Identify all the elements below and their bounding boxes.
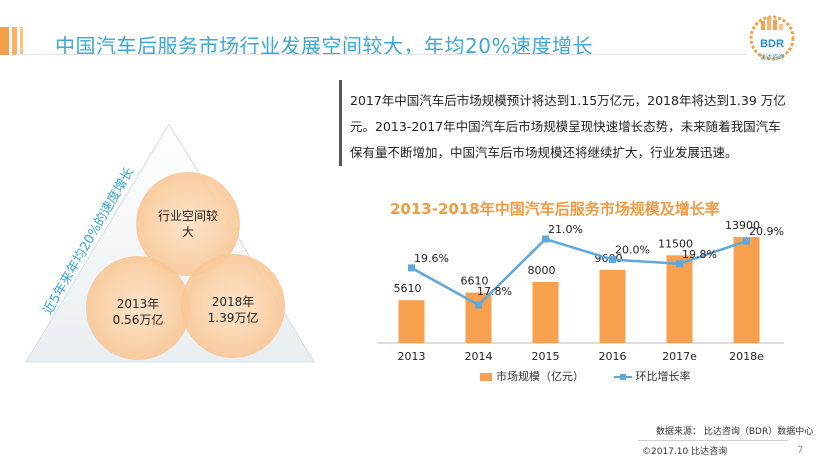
circle-label: 1.39万亿 (208, 310, 259, 325)
bar-value-label: 5610 (394, 282, 422, 295)
growth-rate-label: 19.6% (414, 252, 449, 265)
title-divider (16, 54, 746, 55)
title-accent-bar (20, 27, 23, 55)
chart-legend: 市场规模（亿元） 环比增长率 (480, 368, 717, 384)
growth-rate-label: 20.9% (749, 225, 784, 238)
title-bar: 中国汽车后服务市场行业发展空间较大，年均20%速度增长 (0, 12, 819, 58)
title-accent-bar (0, 27, 9, 55)
growth-rate-point (475, 301, 482, 309)
bar-value-label: 6610 (461, 275, 489, 288)
bar (733, 237, 760, 343)
legend-bar-swatch (480, 373, 492, 381)
title-accent-bar (12, 27, 17, 55)
circle-label: 0.56万亿 (113, 312, 164, 327)
bar-value-label: 13900 (725, 219, 760, 232)
circle-2018 (181, 254, 285, 358)
x-tick-label: 2013 (398, 350, 426, 363)
growth-rate-point (408, 264, 415, 272)
bar-value-label: 11500 (658, 237, 693, 250)
page-number: 7 (797, 445, 804, 456)
logo-subtext: 比达咨询 (759, 54, 784, 61)
market-size-chart: 5610201366102014800020159600201611500201… (378, 219, 784, 363)
description-accent (339, 80, 342, 166)
growth-rate-point (676, 260, 683, 268)
copyright: ©2017.10 比达咨询 (642, 447, 728, 457)
growth-rate-label: 21.0% (548, 223, 583, 236)
bar (532, 281, 559, 343)
bar (666, 255, 693, 343)
growth-rate-point (542, 235, 549, 243)
growth-rate-label: 17.8% (477, 285, 512, 298)
x-tick-label: 2017e (662, 350, 697, 363)
triangle-diagram: 行业空间较 大 2013年 0.56万亿 2018年 1.39万亿 近5年来年均… (25, 123, 315, 363)
legend-item-growth-rate: 环比增长率 (613, 368, 691, 384)
growth-rate-line (410, 237, 747, 307)
legend-label: 市场规模（亿元） (496, 370, 584, 383)
bar-value-label: 8000 (528, 264, 556, 277)
x-tick-label: 2015 (532, 350, 560, 363)
bar (599, 269, 626, 343)
data-source: 数据来源： 比达咨询（BDR）数据中心 (656, 427, 814, 437)
bdr-logo (749, 15, 795, 61)
circle-label: 大 (182, 225, 194, 239)
chart-title: 2013-2018年中国汽车后服务市场规模及增长率 (390, 200, 720, 218)
x-tick-label: 2016 (599, 350, 627, 363)
circle-2013 (86, 256, 190, 360)
x-tick-label: 2018e (729, 350, 764, 363)
logo-text: BDR (760, 38, 784, 50)
circle-label: 2018年 (212, 295, 255, 309)
growth-rate-point (609, 256, 616, 264)
circle-label: 2013年 (117, 297, 160, 311)
growth-rate-point (743, 237, 750, 245)
legend-label: 环比增长率 (635, 370, 691, 383)
description-text: 2017年中国汽车后市场规模预计将达到1.15万亿元，2018年将达到1.39 … (350, 93, 786, 160)
bar (398, 300, 425, 343)
legend-line-swatch (613, 374, 632, 380)
growth-rate-label: 20.0% (615, 244, 650, 257)
growth-rate-label: 19.8% (682, 248, 717, 261)
circle-label: 行业空间较 (158, 208, 218, 223)
x-tick-label: 2014 (465, 350, 493, 363)
legend-item-market-size: 市场规模（亿元） (480, 368, 584, 384)
circle-industry-space (136, 172, 240, 276)
footer-divider (638, 440, 788, 441)
